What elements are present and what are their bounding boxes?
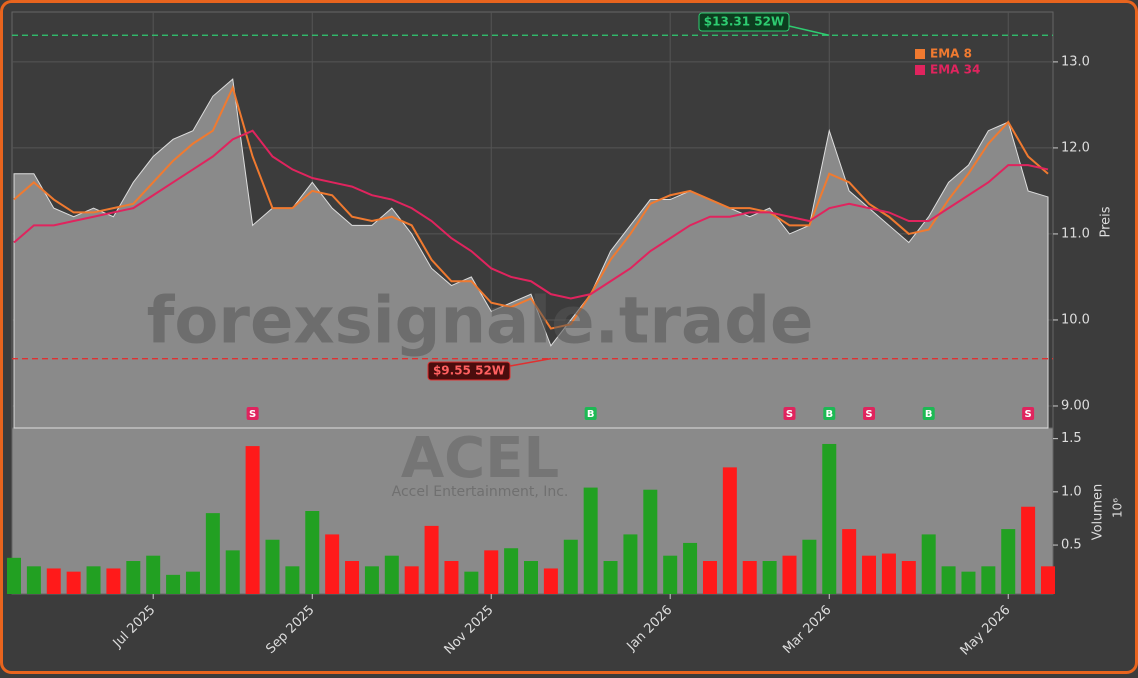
watermark: forexsignale.trade xyxy=(147,285,814,359)
volume-bar xyxy=(1041,566,1055,594)
volume-bar xyxy=(86,566,101,594)
volume-bar xyxy=(245,446,260,594)
signal-badge xyxy=(246,407,259,420)
volume-bar xyxy=(384,555,399,594)
volume-bar xyxy=(842,529,857,594)
ticker-watermark: ACEL xyxy=(401,426,559,491)
volume-bar xyxy=(643,489,658,594)
signal-label: S xyxy=(249,409,256,420)
volume-bar xyxy=(66,571,81,594)
volume-bar xyxy=(1021,506,1036,594)
y-tick-label: 13.0 xyxy=(1061,54,1090,69)
volume-bar xyxy=(26,566,41,594)
y-tick-label: 9.00 xyxy=(1061,398,1090,413)
volume-bar xyxy=(484,550,499,594)
volume-bar xyxy=(881,553,896,594)
signal-badge xyxy=(863,407,876,420)
volume-bar xyxy=(424,525,439,594)
ema-line xyxy=(13,129,1049,300)
volume-tick-label: 0.5 xyxy=(1061,538,1082,553)
volume-bar xyxy=(543,568,558,594)
volume-bar xyxy=(345,561,360,594)
volume-bar xyxy=(205,513,220,594)
volume-bar xyxy=(464,571,479,594)
volume-bar xyxy=(623,534,638,594)
volume-tick-label: 1.0 xyxy=(1061,484,1082,499)
volume-bar xyxy=(862,555,877,594)
volume-bar xyxy=(782,555,797,594)
company-watermark: Accel Entertainment, Inc. xyxy=(392,484,569,500)
volume-bar xyxy=(126,561,141,594)
volume-bar xyxy=(106,568,121,594)
y-tick-label: 11.0 xyxy=(1061,226,1090,241)
volume-bar xyxy=(185,571,200,594)
y-axis-label: Preis xyxy=(1099,206,1114,237)
low-label: $9.55 52W xyxy=(433,364,505,378)
volume-bar xyxy=(1001,529,1016,594)
signal-label: S xyxy=(1025,409,1032,420)
volume-bar xyxy=(46,568,61,594)
volume-unit: 10⁶ xyxy=(1111,498,1125,518)
volume-bar xyxy=(265,539,280,594)
signal-badge xyxy=(783,407,796,420)
volume-bar xyxy=(444,561,459,594)
volume-bar xyxy=(404,566,419,594)
signal-label: S xyxy=(865,409,872,420)
volume-bar xyxy=(524,561,538,594)
volume-bar xyxy=(742,561,757,594)
signal-badge xyxy=(823,407,836,420)
volume-bar xyxy=(504,548,519,594)
volume-bar xyxy=(901,561,916,594)
high-label-box xyxy=(698,12,790,32)
volume-bar xyxy=(702,561,717,594)
legend-label: EMA 8 xyxy=(930,47,972,61)
volume-bar xyxy=(802,539,817,594)
signal-badge xyxy=(584,407,597,420)
low-label-box xyxy=(427,361,511,381)
high-arrow xyxy=(788,25,830,36)
volume-bar xyxy=(722,467,737,594)
volume-bar xyxy=(364,566,379,594)
legend-label: EMA 34 xyxy=(930,63,980,77)
volume-bar xyxy=(146,555,161,594)
volume-bar xyxy=(762,561,777,594)
high-label: $13.31 52W xyxy=(704,15,784,29)
ema-line xyxy=(13,84,1049,330)
volume-bar xyxy=(663,555,678,594)
volume-axis-label: Volumen xyxy=(1091,484,1106,541)
volume-bar xyxy=(603,561,618,594)
volume-bar xyxy=(7,557,21,594)
volume-bar xyxy=(166,574,181,594)
y-tick-label: 12.0 xyxy=(1061,140,1090,155)
low-arrow xyxy=(509,357,552,367)
volume-bar xyxy=(563,539,578,594)
signal-badge xyxy=(1022,407,1035,420)
volume-tick-label: 1.5 xyxy=(1061,431,1082,446)
volume-bar xyxy=(225,550,240,594)
volume-bar xyxy=(822,443,837,594)
volume-bar xyxy=(941,566,956,594)
volume-bar xyxy=(325,534,340,594)
signal-label: B xyxy=(925,409,933,420)
volume-bar xyxy=(921,534,936,594)
signal-label: B xyxy=(825,409,833,420)
volume-bar xyxy=(981,566,996,594)
signal-badge xyxy=(922,407,935,420)
signal-label: S xyxy=(786,409,793,420)
signal-label: B xyxy=(587,409,595,420)
volume-bar xyxy=(683,542,698,594)
volume-bar xyxy=(305,511,320,594)
legend-swatch xyxy=(915,65,925,75)
volume-bar xyxy=(285,566,300,594)
volume-bar xyxy=(961,571,976,594)
legend-swatch xyxy=(915,49,925,59)
y-tick-label: 10.0 xyxy=(1061,312,1090,327)
volume-bar xyxy=(583,487,598,594)
